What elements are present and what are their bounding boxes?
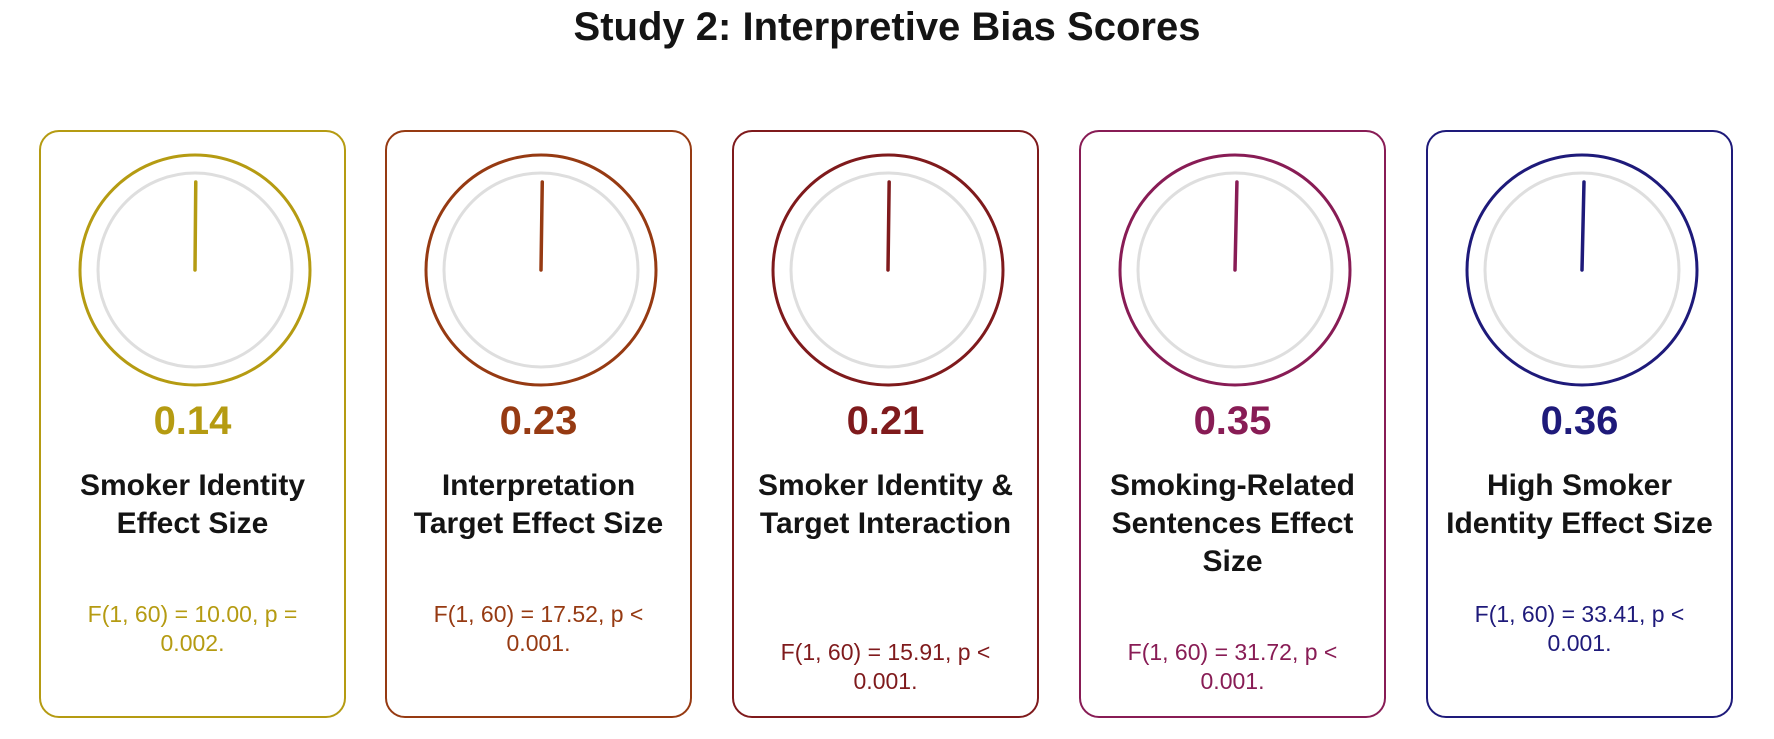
gauge-dial-icon xyxy=(424,153,658,387)
effect-label: Interpretation Target Effect Size xyxy=(413,469,664,540)
effect-card-smoker-identity: 0.14 Smoker Identity Effect Size F(1, 60… xyxy=(39,130,346,718)
effect-size-value: 0.35 xyxy=(1193,399,1272,443)
effect-size-value: 0.21 xyxy=(846,399,925,443)
effect-size-value: 0.23 xyxy=(499,399,578,443)
effect-label: Smoking-Related Sentences Effect Size xyxy=(1109,469,1356,578)
gauge-dial-icon xyxy=(1465,153,1699,387)
gauge-dial-icon xyxy=(78,153,312,387)
effect-card-smoking-related-sentences: 0.35 Smoking-Related Sentences Effect Si… xyxy=(1079,130,1386,718)
f-statistic: F(1, 60) = 33.41, p < 0.001. xyxy=(1474,601,1685,656)
effect-card-interaction: 0.21 Smoker Identity & Target Interactio… xyxy=(732,130,1039,718)
f-statistic: F(1, 60) = 15.91, p < 0.001. xyxy=(780,639,991,694)
f-statistic: F(1, 60) = 10.00, p = 0.002. xyxy=(87,601,298,656)
f-statistic: F(1, 60) = 17.52, p < 0.001. xyxy=(433,601,644,656)
gauge-dial-icon xyxy=(1118,153,1352,387)
f-statistic: F(1, 60) = 31.72, p < 0.001. xyxy=(1127,639,1338,694)
effect-card-interpretation-target: 0.23 Interpretation Target Effect Size F… xyxy=(385,130,692,718)
effect-size-value: 0.14 xyxy=(153,399,232,443)
page-title: Study 2: Interpretive Bias Scores xyxy=(573,5,1201,49)
effect-size-value: 0.36 xyxy=(1540,399,1619,443)
effect-label: Smoker Identity Effect Size xyxy=(79,469,306,540)
gauge-dial-icon xyxy=(771,153,1005,387)
effect-label: Smoker Identity & Target Interaction xyxy=(757,469,1014,540)
effect-label: High Smoker Identity Effect Size xyxy=(1446,469,1713,540)
effect-card-high-smoker-identity: 0.36 High Smoker Identity Effect Size F(… xyxy=(1426,130,1733,718)
